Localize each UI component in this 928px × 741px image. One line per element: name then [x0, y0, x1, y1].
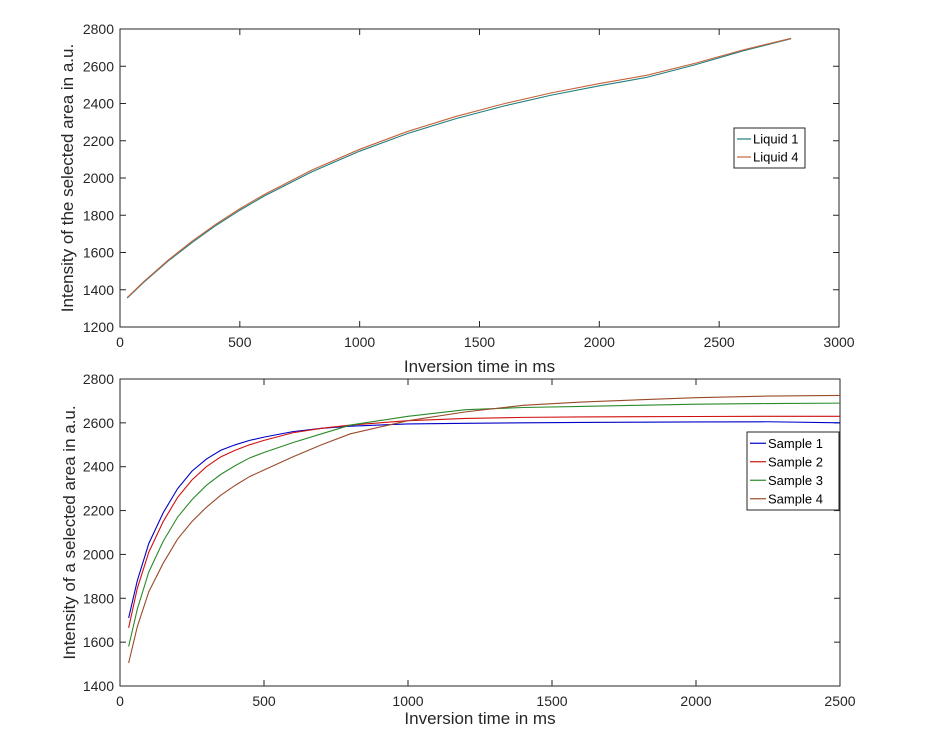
x-tick-label: 500	[228, 334, 252, 350]
chart-2: 0 500 1000 1500 2000 2500 1400 1600 1800 2000 2200…	[60, 371, 856, 728]
y-tick-label: 2200	[83, 503, 114, 519]
x-tick-label: 2500	[704, 334, 735, 350]
x-tick-label: 0	[116, 334, 124, 350]
legend: Sample 1 Sample 2 Sample 3 Sample 4	[746, 431, 840, 511]
x-tick-label: 1500	[464, 334, 495, 350]
legend-box	[746, 431, 840, 511]
legend-label: Sample 4	[768, 491, 823, 506]
y-tick-label: 1600	[83, 245, 114, 261]
x-tick-label: 2000	[584, 334, 615, 350]
y-tick-label: 2200	[83, 133, 114, 149]
y-axis-label: Intensity of the selected area in a.u.	[58, 44, 77, 312]
y-tick-label: 2400	[83, 96, 114, 112]
x-tick-label: 1000	[392, 693, 423, 709]
legend-label: Sample 2	[768, 454, 823, 469]
y-tick-label: 1800	[83, 207, 114, 223]
series-line-sample-2	[128, 415, 840, 629]
series-line-liquid-1	[126, 38, 792, 299]
y-tick-label: 2000	[83, 546, 114, 562]
plot-area-frame	[119, 28, 840, 328]
y-tick-label: 2000	[83, 170, 114, 186]
y-tick-label: 2600	[83, 415, 114, 431]
x-tick-label: 3000	[823, 334, 854, 350]
x-tick-label: 2500	[824, 693, 855, 709]
series-line-sample-3	[128, 402, 841, 647]
x-tick-label: 0	[116, 693, 124, 709]
series-line-liquid-4	[126, 37, 792, 298]
legend-label: Sample 1	[768, 436, 823, 451]
y-tick-label: 2400	[83, 459, 114, 475]
legend-label: Liquid 1	[753, 132, 799, 147]
y-tick-label: 1600	[83, 634, 114, 650]
y-tick-label: 2800	[83, 371, 114, 387]
y-tick-label: 2800	[83, 21, 114, 37]
chart-1: 0 500 1000 1500 2000 2500 3000 1200 1400 1600 1800…	[58, 21, 855, 376]
series-line-sample-4	[128, 394, 841, 664]
y-tick-label: 1200	[83, 319, 114, 335]
x-tick-label: 500	[252, 693, 276, 709]
legend: Liquid 1 Liquid 4	[733, 127, 806, 169]
y-tick-label: 1400	[83, 282, 114, 298]
y-tick-label: 1800	[83, 590, 114, 606]
x-tick-label: 2000	[680, 693, 711, 709]
y-axis-label: Intensity of a selected area in a.u.	[60, 405, 79, 659]
x-tick-label: 1000	[344, 334, 375, 350]
legend-box	[733, 127, 806, 169]
x-axis-label: Inversion time in ms	[404, 709, 555, 728]
legend-label: Liquid 4	[753, 150, 799, 165]
x-tick-label: 1500	[536, 693, 567, 709]
plot-area-frame	[119, 378, 841, 687]
legend-label: Sample 3	[768, 473, 823, 488]
series-line-sample-1	[128, 421, 841, 619]
y-tick-label: 2600	[83, 58, 114, 74]
x-axis-label: Inversion time in ms	[404, 357, 555, 376]
y-tick-label: 1400	[83, 678, 114, 694]
